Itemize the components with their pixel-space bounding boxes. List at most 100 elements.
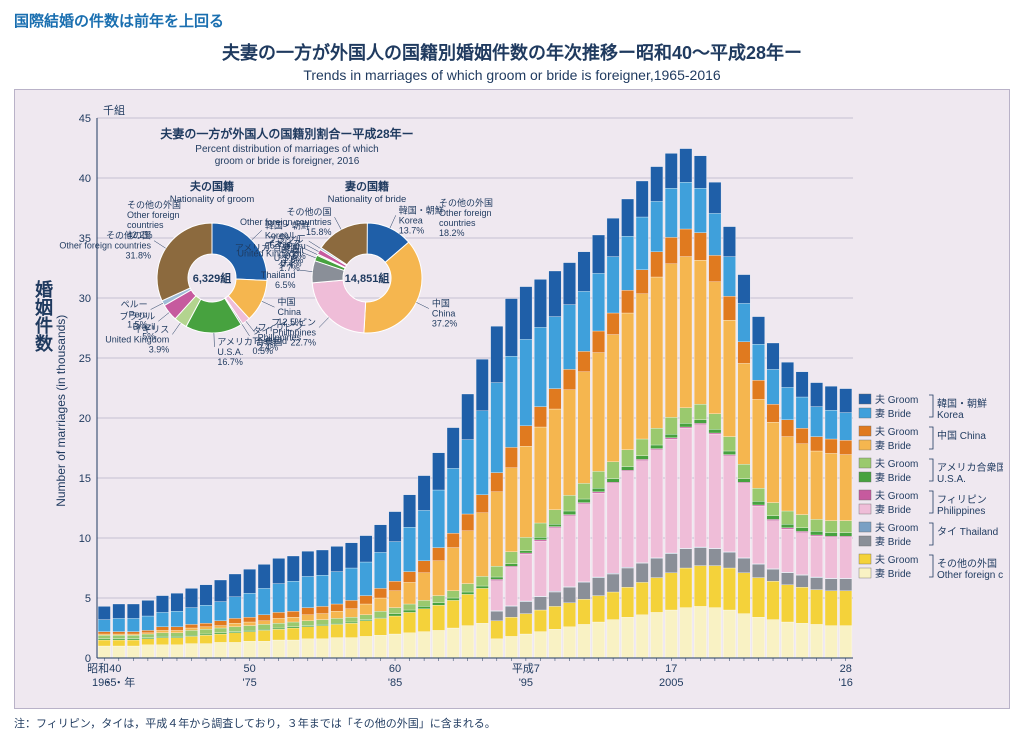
bar-segment xyxy=(592,273,604,331)
bar-segment xyxy=(752,578,764,618)
legend-country-en: U.S.A. xyxy=(937,474,966,485)
bar-segment xyxy=(214,642,226,658)
bar-segment xyxy=(331,624,343,637)
bar-segment xyxy=(621,470,633,471)
bar-segment xyxy=(418,632,430,658)
legend-label: 妻 Bride xyxy=(875,471,912,484)
bar-segment xyxy=(709,566,721,608)
bar-segment xyxy=(243,632,255,642)
pie-slice-label: タイ xyxy=(253,326,271,336)
bar-segment xyxy=(374,635,386,658)
bar-segment xyxy=(636,563,648,582)
bar-segment xyxy=(258,624,270,629)
pie-slice-label-en: Peru xyxy=(129,310,148,320)
bar-segment xyxy=(127,632,139,634)
bar-segment xyxy=(578,582,590,599)
bar-segment xyxy=(505,299,517,357)
bar-segment xyxy=(563,390,575,496)
bar-segment xyxy=(563,627,575,658)
bar-segment xyxy=(345,622,357,623)
bar-segment xyxy=(621,471,633,567)
bar-segment xyxy=(127,640,139,646)
bar-segment xyxy=(520,614,532,634)
bar-segment xyxy=(621,313,633,450)
bar-segment xyxy=(171,630,183,632)
bar-segment xyxy=(549,629,561,658)
bar-segment xyxy=(331,638,343,658)
bar-segment xyxy=(273,628,285,629)
bar-segment xyxy=(781,622,793,658)
bar-segment xyxy=(592,596,604,622)
legend-label: 妻 Bride xyxy=(875,567,912,580)
bar-segment xyxy=(432,548,444,561)
bar-segment xyxy=(549,592,561,606)
svg-text:'85: '85 xyxy=(388,677,402,689)
bar-segment xyxy=(127,618,139,631)
bar-segment xyxy=(752,399,764,488)
bar-segment xyxy=(360,621,372,637)
pie-slice-label: 中国 xyxy=(278,296,296,307)
bar-segment xyxy=(229,633,241,643)
svg-text:15: 15 xyxy=(79,473,91,485)
bar-segment xyxy=(810,519,822,531)
bar-segment xyxy=(621,450,633,467)
bar-segment xyxy=(810,536,822,577)
legend-country: その他の外国 xyxy=(937,557,997,570)
bar-segment xyxy=(316,639,328,658)
bar-segment xyxy=(185,635,197,636)
legend-country: タイ Thailand xyxy=(937,526,998,538)
pie-slice-label-en: Other foreign countries xyxy=(240,217,332,227)
bar-segment xyxy=(810,407,822,437)
bar-segment xyxy=(781,529,793,572)
bar-segment xyxy=(374,618,386,635)
legend-country-en: Other foreign countries xyxy=(937,570,1003,581)
bar-segment xyxy=(200,623,212,627)
bar-segment xyxy=(781,362,793,387)
svg-text:平成7: 平成7 xyxy=(512,662,540,675)
bar-segment xyxy=(810,531,822,535)
bar-segment xyxy=(592,578,604,596)
pie-slice-label: その他の国 xyxy=(287,206,332,217)
title-en: Trends in marriages of which groom or br… xyxy=(14,67,1010,83)
bar-segment xyxy=(651,277,663,428)
bar-segment xyxy=(418,573,430,601)
bar-segment xyxy=(185,628,197,630)
bar-segment xyxy=(694,425,706,547)
pie-slice-pct: 16.7% xyxy=(217,357,243,367)
bar-segment xyxy=(694,260,706,404)
bar-segment xyxy=(709,213,721,255)
bar-segment xyxy=(534,523,546,537)
bar-segment xyxy=(723,437,735,451)
bar-segment xyxy=(447,468,459,533)
bar-segment xyxy=(592,488,604,492)
bar-segment xyxy=(462,440,474,514)
bar-segment xyxy=(810,451,822,519)
bar-segment xyxy=(825,410,837,439)
bar-segment xyxy=(825,521,837,533)
svg-text:婚姻件数: 婚姻件数 xyxy=(33,279,53,353)
bar-segment xyxy=(723,552,735,568)
bar-segment xyxy=(113,618,125,631)
bar-segment xyxy=(360,536,372,562)
bar-segment xyxy=(156,636,168,637)
bar-segment xyxy=(360,615,372,620)
bar-segment xyxy=(243,626,255,631)
bar-segment xyxy=(258,564,270,588)
bar-segment xyxy=(142,638,154,639)
bar-segment xyxy=(403,604,415,610)
bar-segment xyxy=(302,615,314,621)
bar-segment xyxy=(665,417,677,434)
bar-segment xyxy=(665,438,677,439)
bar-segment xyxy=(491,492,503,566)
bar-segment xyxy=(752,344,764,380)
bar-segment xyxy=(621,568,633,587)
bar-segment xyxy=(98,606,110,619)
bar-segment xyxy=(796,428,808,444)
bar-segment xyxy=(462,394,474,440)
bar-segment xyxy=(680,608,692,658)
bar-segment xyxy=(258,588,270,614)
bar-segment xyxy=(142,645,154,658)
bar-segment xyxy=(258,641,270,658)
bar-segment xyxy=(127,604,139,618)
bar-segment xyxy=(331,623,343,624)
